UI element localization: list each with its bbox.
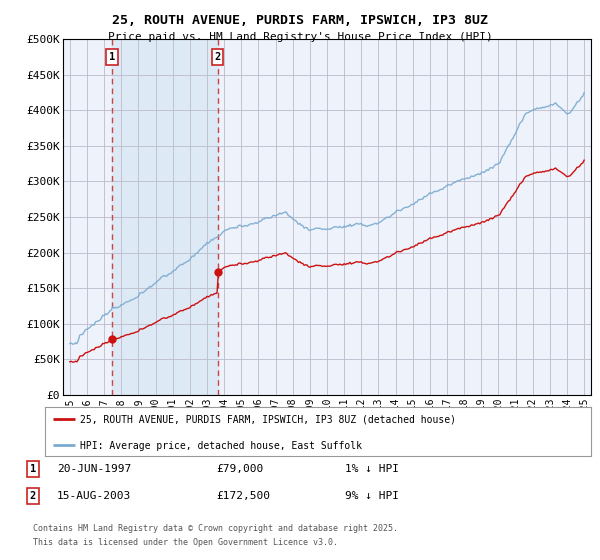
Text: £79,000: £79,000 bbox=[216, 464, 263, 474]
Text: Contains HM Land Registry data © Crown copyright and database right 2025.: Contains HM Land Registry data © Crown c… bbox=[33, 524, 398, 533]
Text: Price paid vs. HM Land Registry's House Price Index (HPI): Price paid vs. HM Land Registry's House … bbox=[107, 32, 493, 43]
Text: This data is licensed under the Open Government Licence v3.0.: This data is licensed under the Open Gov… bbox=[33, 538, 338, 547]
Text: 9% ↓ HPI: 9% ↓ HPI bbox=[345, 491, 399, 501]
Text: HPI: Average price, detached house, East Suffolk: HPI: Average price, detached house, East… bbox=[80, 441, 362, 451]
Text: £172,500: £172,500 bbox=[216, 491, 270, 501]
Text: 2: 2 bbox=[30, 491, 36, 501]
Text: 1: 1 bbox=[30, 464, 36, 474]
Text: 2: 2 bbox=[215, 52, 221, 62]
Text: 1: 1 bbox=[109, 52, 115, 62]
Bar bbox=[112, 39, 218, 395]
Text: 15-AUG-2003: 15-AUG-2003 bbox=[57, 491, 131, 501]
Text: 25, ROUTH AVENUE, PURDIS FARM, IPSWICH, IP3 8UZ (detached house): 25, ROUTH AVENUE, PURDIS FARM, IPSWICH, … bbox=[80, 415, 457, 425]
Text: 20-JUN-1997: 20-JUN-1997 bbox=[57, 464, 131, 474]
Text: 25, ROUTH AVENUE, PURDIS FARM, IPSWICH, IP3 8UZ: 25, ROUTH AVENUE, PURDIS FARM, IPSWICH, … bbox=[112, 14, 488, 27]
Text: 1% ↓ HPI: 1% ↓ HPI bbox=[345, 464, 399, 474]
